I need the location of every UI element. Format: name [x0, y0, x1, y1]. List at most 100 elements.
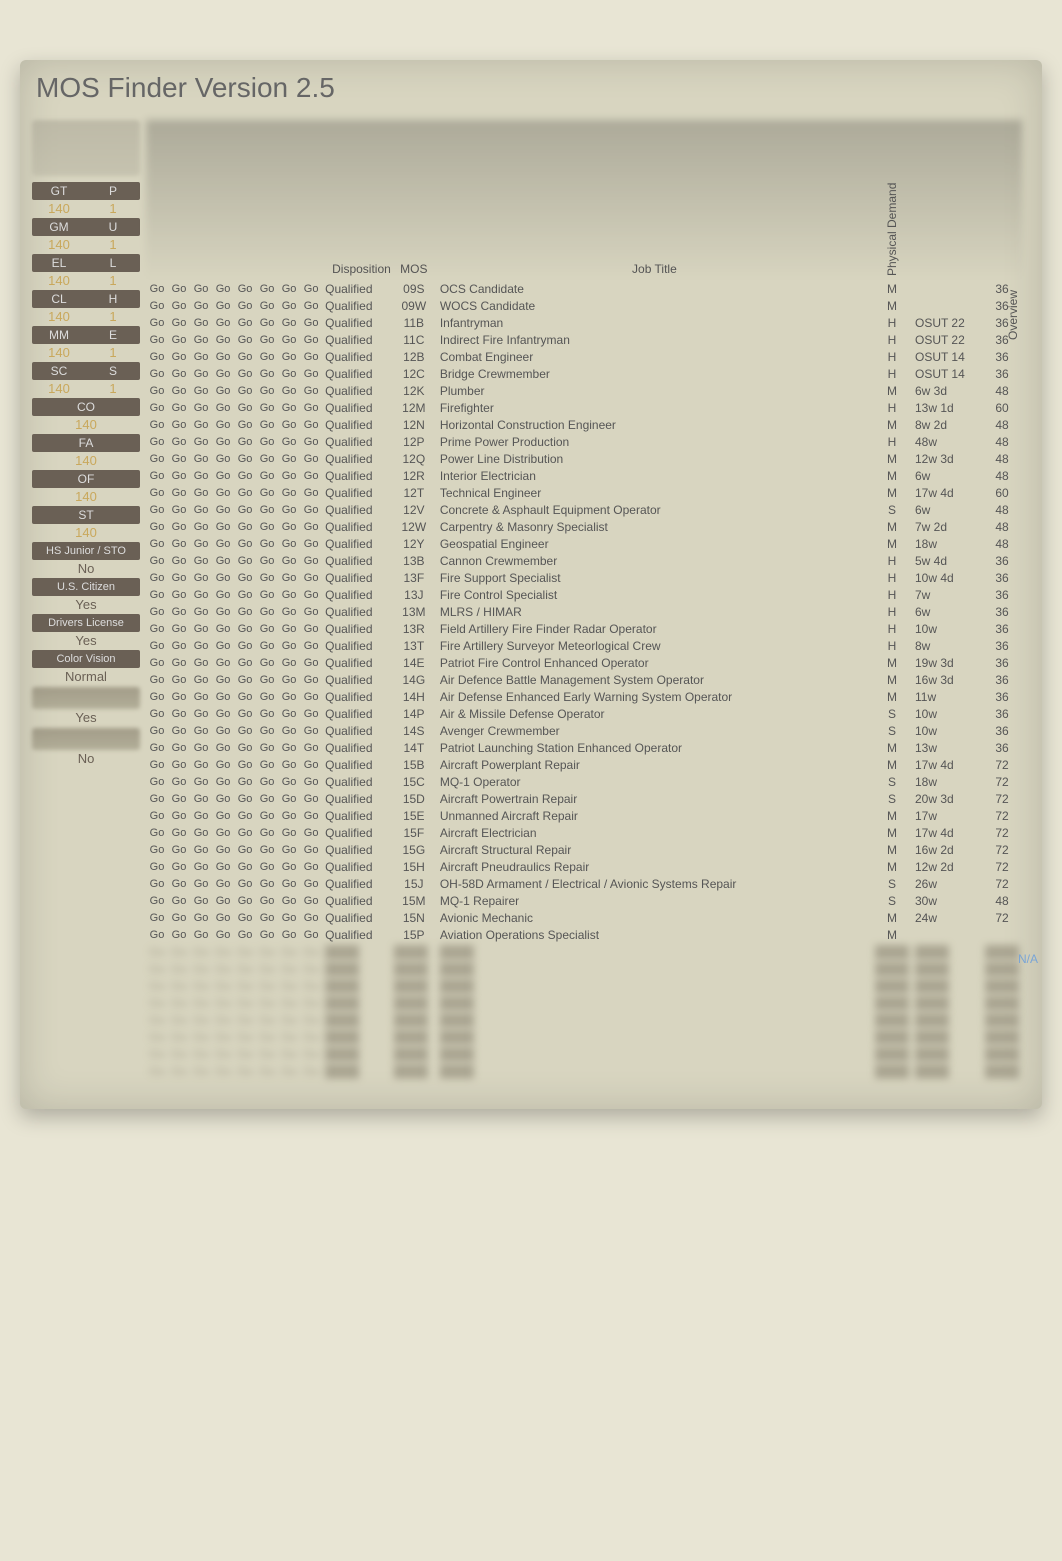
go-cell[interactable]: Go	[212, 705, 234, 722]
go-cell[interactable]: Go	[300, 603, 322, 620]
table-row[interactable]: GoGoGoGoGoGoGoGoQualified12RInterior Ele…	[146, 467, 1022, 484]
go-cell[interactable]: Go	[190, 569, 212, 586]
go-cell[interactable]: Go	[168, 297, 190, 314]
go-cell[interactable]: Go	[190, 535, 212, 552]
go-cell[interactable]: Go	[256, 280, 278, 297]
go-cell[interactable]: Go	[190, 297, 212, 314]
table-row[interactable]: GoGoGoGoGoGoGoGoQualified15BAircraft Pow…	[146, 756, 1022, 773]
go-cell[interactable]: Go	[168, 909, 190, 926]
table-row[interactable]: GoGoGoGoGoGoGoGoQualified15FAircraft Ele…	[146, 824, 1022, 841]
go-cell[interactable]: Go	[234, 399, 256, 416]
table-row[interactable]: GoGoGoGoGoGoGoGoQualified12CBridge Crewm…	[146, 365, 1022, 382]
go-cell[interactable]: Go	[168, 280, 190, 297]
go-cell[interactable]: Go	[168, 569, 190, 586]
go-cell[interactable]: Go	[146, 603, 168, 620]
go-cell[interactable]: Go	[212, 688, 234, 705]
go-cell[interactable]: Go	[234, 382, 256, 399]
go-cell[interactable]: Go	[146, 450, 168, 467]
go-cell[interactable]: Go	[168, 892, 190, 909]
go-cell[interactable]: Go	[278, 637, 300, 654]
go-cell[interactable]: Go	[190, 552, 212, 569]
go-cell[interactable]: Go	[190, 450, 212, 467]
go-cell[interactable]: Go	[234, 875, 256, 892]
table-row[interactable]: GoGoGoGoGoGoGoGoQualified15PAviation Ope…	[146, 926, 1022, 943]
go-cell[interactable]: Go	[190, 620, 212, 637]
go-cell[interactable]: Go	[146, 620, 168, 637]
go-cell[interactable]: Go	[278, 739, 300, 756]
go-cell[interactable]: Go	[190, 858, 212, 875]
go-cell[interactable]: Go	[146, 841, 168, 858]
go-cell[interactable]: Go	[300, 297, 322, 314]
go-cell[interactable]: Go	[300, 807, 322, 824]
go-cell[interactable]: Go	[168, 382, 190, 399]
go-cell[interactable]: Go	[190, 518, 212, 535]
go-cell[interactable]: Go	[300, 756, 322, 773]
go-cell[interactable]: Go	[212, 484, 234, 501]
go-cell[interactable]: Go	[278, 875, 300, 892]
go-cell[interactable]: Go	[212, 756, 234, 773]
go-cell[interactable]: Go	[256, 926, 278, 943]
go-cell[interactable]: Go	[300, 875, 322, 892]
go-cell[interactable]: Go	[256, 790, 278, 807]
go-cell[interactable]: Go	[212, 671, 234, 688]
go-cell[interactable]: Go	[190, 331, 212, 348]
go-cell[interactable]: Go	[256, 892, 278, 909]
table-row[interactable]: GoGoGoGoGoGoGoGoQualified12PPrime Power …	[146, 433, 1022, 450]
go-cell[interactable]: Go	[256, 739, 278, 756]
go-cell[interactable]: Go	[146, 280, 168, 297]
go-cell[interactable]: Go	[234, 705, 256, 722]
go-cell[interactable]: Go	[300, 620, 322, 637]
go-cell[interactable]: Go	[146, 756, 168, 773]
go-cell[interactable]: Go	[278, 450, 300, 467]
go-cell[interactable]: Go	[300, 790, 322, 807]
go-cell[interactable]: Go	[278, 705, 300, 722]
go-cell[interactable]: Go	[234, 773, 256, 790]
go-cell[interactable]: Go	[278, 654, 300, 671]
go-cell[interactable]: Go	[146, 552, 168, 569]
go-cell[interactable]: Go	[234, 467, 256, 484]
go-cell[interactable]: Go	[168, 722, 190, 739]
go-cell[interactable]: Go	[256, 314, 278, 331]
go-cell[interactable]: Go	[212, 569, 234, 586]
go-cell[interactable]: Go	[300, 909, 322, 926]
go-cell[interactable]: Go	[212, 586, 234, 603]
go-cell[interactable]: Go	[146, 824, 168, 841]
go-cell[interactable]: Go	[168, 450, 190, 467]
go-cell[interactable]: Go	[234, 603, 256, 620]
go-cell[interactable]: Go	[190, 467, 212, 484]
go-cell[interactable]: Go	[278, 620, 300, 637]
go-cell[interactable]: Go	[300, 484, 322, 501]
go-cell[interactable]: Go	[168, 331, 190, 348]
go-cell[interactable]: Go	[168, 756, 190, 773]
go-cell[interactable]: Go	[190, 688, 212, 705]
go-cell[interactable]: Go	[212, 433, 234, 450]
go-cell[interactable]: Go	[212, 416, 234, 433]
go-cell[interactable]: Go	[146, 858, 168, 875]
go-cell[interactable]: Go	[300, 280, 322, 297]
go-cell[interactable]: Go	[300, 314, 322, 331]
go-cell[interactable]: Go	[146, 739, 168, 756]
table-row[interactable]: GoGoGoGoGoGoGoGoQualified12MFirefighterH…	[146, 399, 1022, 416]
table-row[interactable]: GoGoGoGoGoGoGoGoQualified15JOH-58D Armam…	[146, 875, 1022, 892]
go-cell[interactable]: Go	[256, 433, 278, 450]
go-cell[interactable]: Go	[256, 365, 278, 382]
go-cell[interactable]: Go	[256, 756, 278, 773]
go-cell[interactable]: Go	[234, 824, 256, 841]
go-cell[interactable]: Go	[256, 620, 278, 637]
go-cell[interactable]: Go	[168, 841, 190, 858]
go-cell[interactable]: Go	[146, 433, 168, 450]
table-row[interactable]: GoGoGoGoGoGoGoGoQualified12KPlumberM6w 3…	[146, 382, 1022, 399]
go-cell[interactable]: Go	[300, 926, 322, 943]
go-cell[interactable]: Go	[146, 892, 168, 909]
go-cell[interactable]: Go	[146, 705, 168, 722]
go-cell[interactable]: Go	[146, 467, 168, 484]
go-cell[interactable]: Go	[190, 671, 212, 688]
go-cell[interactable]: Go	[256, 841, 278, 858]
go-cell[interactable]: Go	[234, 280, 256, 297]
go-cell[interactable]: Go	[146, 399, 168, 416]
go-cell[interactable]: Go	[146, 875, 168, 892]
go-cell[interactable]: Go	[234, 552, 256, 569]
go-cell[interactable]: Go	[234, 331, 256, 348]
table-row[interactable]: GoGoGoGoGoGoGoGoQualified12TTechnical En…	[146, 484, 1022, 501]
go-cell[interactable]: Go	[212, 875, 234, 892]
